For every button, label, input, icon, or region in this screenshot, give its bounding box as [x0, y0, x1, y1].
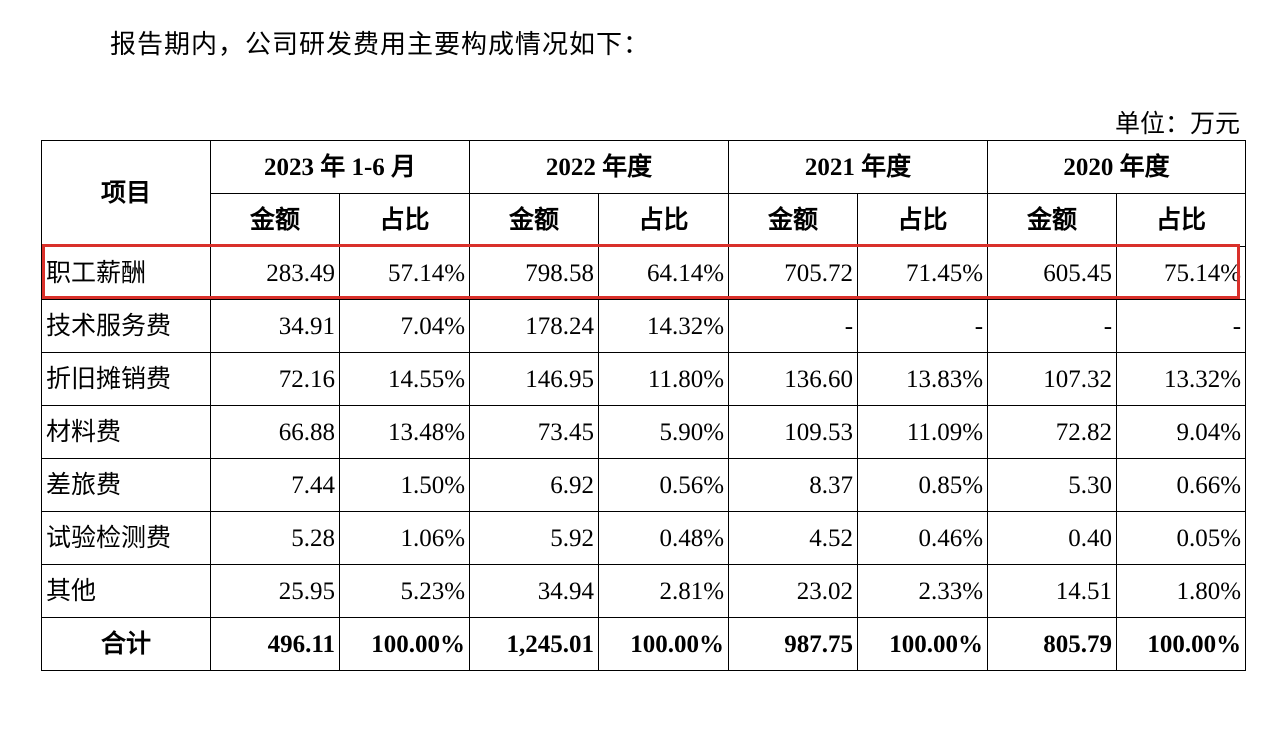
table-cell: 75.14%: [1116, 246, 1247, 300]
table-cell: 25.95: [210, 564, 340, 618]
row-label: 差旅费: [41, 458, 211, 512]
row-label: 职工薪酬: [41, 246, 211, 300]
total-cell: 987.75: [728, 617, 859, 671]
table-cell: 7.44: [210, 458, 340, 512]
table-row: 技术服务费 34.91 7.04% 178.24 14.32% - - - -: [41, 299, 1247, 353]
table-cell: -: [1116, 299, 1247, 353]
table-cell: 0.56%: [598, 458, 730, 512]
table-row: 其他 25.95 5.23% 34.94 2.81% 23.02 2.33% 1…: [41, 564, 1247, 618]
table-cell: 107.32: [987, 352, 1118, 406]
table-cell: 11.80%: [598, 352, 730, 406]
table-cell: 2.81%: [598, 564, 730, 618]
amount-header: 金额: [728, 193, 859, 247]
total-cell: 805.79: [987, 617, 1118, 671]
table-cell: 4.52: [728, 511, 859, 565]
period-header: 2023 年 1-6 月: [209, 140, 471, 194]
table-row: 试验检测费 5.28 1.06% 5.92 0.48% 4.52 0.46% 0…: [41, 511, 1247, 565]
row-label: 试验检测费: [41, 511, 211, 565]
table-cell: 5.92: [469, 511, 600, 565]
table-cell: 605.45: [987, 246, 1118, 300]
table-cell: 14.32%: [598, 299, 730, 353]
period-header: 2022 年度: [469, 140, 730, 194]
table-row: 差旅费 7.44 1.50% 6.92 0.56% 8.37 0.85% 5.3…: [41, 458, 1247, 512]
table-cell: 0.66%: [1116, 458, 1247, 512]
table-cell: 64.14%: [598, 246, 730, 300]
table-cell: 798.58: [469, 246, 600, 300]
rd-expense-table: 项目 2023 年 1-6 月 2022 年度 2021 年度 2020 年度 …: [41, 140, 1247, 671]
table-row: 折旧摊销费 72.16 14.55% 146.95 11.80% 136.60 …: [41, 352, 1247, 406]
unit-label: 单位：万元: [1114, 111, 1240, 138]
table-cell: 1.06%: [338, 511, 471, 565]
table-cell: 178.24: [469, 299, 600, 353]
table-cell: 14.55%: [338, 352, 471, 406]
table-cell: 2.33%: [857, 564, 989, 618]
table-cell: 11.09%: [857, 405, 989, 459]
ratio-header: 占比: [857, 193, 989, 247]
period-header: 2020 年度: [987, 140, 1247, 194]
ratio-header: 占比: [338, 193, 471, 247]
total-cell: 1,245.01: [469, 617, 600, 671]
table-cell: 14.51: [987, 564, 1118, 618]
table-cell: 0.48%: [598, 511, 730, 565]
total-cell: 100.00%: [598, 617, 730, 671]
table-cell: 57.14%: [338, 246, 471, 300]
table-cell: 136.60: [728, 352, 859, 406]
table-cell: 0.05%: [1116, 511, 1247, 565]
total-cell: 100.00%: [338, 617, 471, 671]
total-label: 合计: [41, 617, 211, 671]
table-cell: 0.46%: [857, 511, 989, 565]
table-cell: 34.91: [210, 299, 340, 353]
table-cell: 146.95: [469, 352, 600, 406]
row-label: 其他: [41, 564, 211, 618]
ratio-header: 占比: [598, 193, 730, 247]
total-cell: 100.00%: [1116, 617, 1247, 671]
amount-header: 金额: [469, 193, 600, 247]
table-cell: 66.88: [210, 405, 340, 459]
table-row: 职工薪酬 283.49 57.14% 798.58 64.14% 705.72 …: [41, 246, 1247, 300]
table-cell: 9.04%: [1116, 405, 1247, 459]
total-cell: 100.00%: [857, 617, 989, 671]
intro-text: 报告期内，公司研发费用主要构成情况如下：: [110, 30, 651, 59]
table-cell: 34.94: [469, 564, 600, 618]
table-cell: 73.45: [469, 405, 600, 459]
table-cell: 7.04%: [338, 299, 471, 353]
table-cell: 109.53: [728, 405, 859, 459]
table-row: 材料费 66.88 13.48% 73.45 5.90% 109.53 11.0…: [41, 405, 1247, 459]
header-row-periods: 项目 2023 年 1-6 月 2022 年度 2021 年度 2020 年度: [41, 140, 1247, 247]
amount-header: 金额: [987, 193, 1118, 247]
table-cell: 6.92: [469, 458, 600, 512]
total-cell: 496.11: [210, 617, 340, 671]
row-label: 技术服务费: [41, 299, 211, 353]
table-cell: 705.72: [728, 246, 859, 300]
period-header: 2021 年度: [728, 140, 989, 194]
row-label: 折旧摊销费: [41, 352, 211, 406]
table-cell: 5.28: [210, 511, 340, 565]
total-row: 合计 496.11 100.00% 1,245.01 100.00% 987.7…: [41, 617, 1247, 671]
table-cell: 8.37: [728, 458, 859, 512]
table-cell: 0.40: [987, 511, 1118, 565]
table-cell: 1.50%: [338, 458, 471, 512]
table-cell: -: [857, 299, 989, 353]
table-cell: -: [987, 299, 1118, 353]
table-cell: 5.90%: [598, 405, 730, 459]
table-cell: 72.16: [210, 352, 340, 406]
item-header: 项目: [41, 140, 211, 247]
table-cell: 5.23%: [338, 564, 471, 618]
table-cell: 72.82: [987, 405, 1118, 459]
table-cell: 13.32%: [1116, 352, 1247, 406]
table-cell: 23.02: [728, 564, 859, 618]
table-cell: 0.85%: [857, 458, 989, 512]
table-cell: 13.83%: [857, 352, 989, 406]
ratio-header: 占比: [1116, 193, 1247, 247]
amount-header: 金额: [210, 193, 340, 247]
table-cell: 13.48%: [338, 405, 471, 459]
table-cell: 5.30: [987, 458, 1118, 512]
table-cell: 283.49: [210, 246, 340, 300]
table-cell: 71.45%: [857, 246, 989, 300]
table-cell: -: [728, 299, 859, 353]
header-row-metrics: 金额 占比 金额 占比 金额 占比 金额 占比: [42, 193, 1247, 247]
row-label: 材料费: [41, 405, 211, 459]
table-cell: 1.80%: [1116, 564, 1247, 618]
